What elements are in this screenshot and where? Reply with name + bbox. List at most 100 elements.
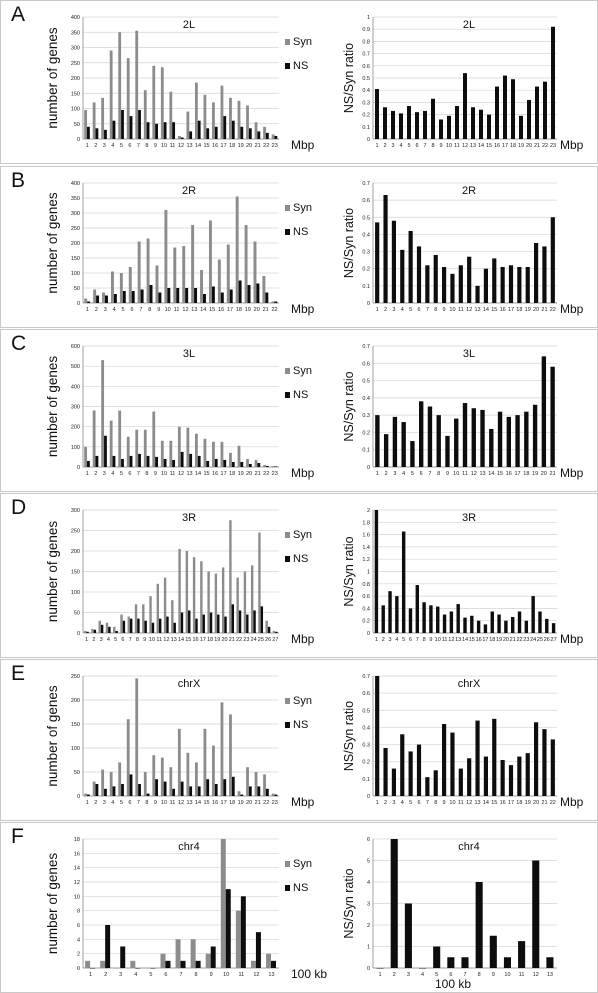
x-tick-label: 21 [534, 143, 540, 149]
x-tick-label: 9 [154, 471, 157, 477]
x-tick-label: 16 [192, 637, 198, 643]
y-tick-label: 150 [71, 570, 80, 576]
legend-syn-label: Syn [293, 36, 312, 48]
ns-bar [166, 616, 169, 633]
x-tick-label: 16 [218, 307, 224, 313]
x-tick-label: 5 [114, 637, 117, 643]
x-tick-label: 4 [134, 972, 137, 978]
ns-bar [189, 453, 193, 467]
ratio-bar [375, 676, 380, 796]
x-tick-label: 12 [253, 972, 259, 978]
y-tick-label: 100 [71, 746, 80, 752]
ratio-bar [383, 434, 389, 467]
syn-bar [229, 714, 232, 796]
x-tick-label: 20 [246, 143, 252, 149]
x-tick-label: 5 [149, 972, 152, 978]
y-tick-label: 0.6 [362, 64, 370, 70]
x-tick-label: 9 [492, 972, 495, 978]
x-tick-label: 8 [423, 637, 426, 643]
ns-bar [105, 925, 111, 968]
x-tick-label: 10 [149, 637, 155, 643]
y-tick-label: 0.1 [362, 777, 370, 783]
x-tick-label: 4 [113, 307, 116, 313]
x-tick-label: 4 [421, 972, 424, 978]
x-tick-label: 26 [265, 637, 271, 643]
syn-bar [91, 628, 94, 633]
x-tick-label: 23 [272, 800, 278, 806]
syn-bar [101, 97, 105, 139]
x-tick-label: 5 [409, 307, 412, 313]
ratio-bar [471, 408, 476, 467]
y-tick-label: 0.6 [362, 361, 370, 367]
x-tick-label: 23 [272, 143, 278, 149]
ns-bar [180, 960, 186, 968]
x-tick-label: 8 [431, 143, 434, 149]
y-tick-label: 0.6 [362, 691, 370, 697]
x-tick-label: 4 [395, 637, 398, 643]
ns-bar [265, 465, 269, 467]
x-tick-label: 7 [426, 307, 429, 313]
ns-bar [146, 455, 150, 467]
ratio-bar [471, 107, 475, 139]
x-tick-label: 14 [488, 471, 494, 477]
x-tick-label: 10 [435, 637, 441, 643]
x-tick-label: 18 [236, 307, 242, 313]
y-tick-label: 3 [367, 902, 370, 908]
x-tick-label: 11 [458, 800, 464, 806]
x-tick-label: 21 [550, 471, 556, 477]
syn-bar [190, 939, 196, 968]
ns-bar [163, 122, 167, 139]
y-tick-label: 200 [71, 241, 80, 247]
x-tick-label: 16 [212, 471, 218, 477]
left-chart-xunit: Mbp [291, 795, 315, 809]
x-tick-label: 3 [103, 471, 106, 477]
syn-bar [93, 289, 97, 303]
syn-bar [127, 616, 130, 633]
ns-bar [206, 460, 210, 467]
syn-bar [194, 762, 198, 796]
ns-bar [146, 122, 150, 139]
x-tick-label: 16 [506, 471, 512, 477]
ratio-bar [433, 255, 438, 303]
x-tick-label: 8 [437, 471, 440, 477]
x-tick-label: 10 [449, 307, 455, 313]
x-tick-label: 7 [426, 800, 429, 806]
syn-bar [119, 273, 123, 303]
syn-bar [118, 32, 122, 139]
x-tick-label: 7 [137, 143, 140, 149]
legend-syn-label: Syn [293, 202, 312, 214]
ns-bar [163, 458, 167, 467]
ns-bar [247, 285, 251, 303]
ns-bar [87, 460, 90, 467]
legend-syn-label: Syn [293, 858, 312, 870]
ns-bar [151, 622, 155, 633]
y-tick-label: 0.7 [362, 181, 370, 187]
x-tick-label: 18 [489, 637, 495, 643]
ns-bar [214, 458, 218, 467]
ratio-bar [524, 620, 529, 633]
x-tick-label: 13 [474, 800, 480, 806]
right-chart-ylabel: NS/Syn ratio [342, 208, 356, 278]
x-tick-label: 13 [171, 637, 177, 643]
ratio-bar [483, 624, 488, 633]
x-tick-label: 6 [417, 800, 420, 806]
x-tick-label: 2 [384, 800, 387, 806]
x-tick-label: 19 [525, 307, 531, 313]
y-tick-label: 0.9 [362, 27, 370, 33]
syn-bar [253, 241, 257, 303]
y-tick-label: 300 [71, 46, 80, 52]
ratio-bar [408, 231, 413, 303]
ratio-bar [450, 732, 455, 796]
ns-bar [131, 291, 135, 303]
ns-bar [112, 786, 116, 796]
x-tick-label: 14 [195, 471, 201, 477]
ratio-bar [506, 416, 511, 467]
ratio-bar [538, 611, 542, 633]
ratio-bar [518, 941, 526, 968]
x-tick-label: 13 [186, 143, 192, 149]
ratio-bar [483, 756, 488, 796]
ns-bar [240, 126, 244, 139]
ns-bar [135, 968, 141, 969]
x-tick-label: 15 [204, 471, 210, 477]
